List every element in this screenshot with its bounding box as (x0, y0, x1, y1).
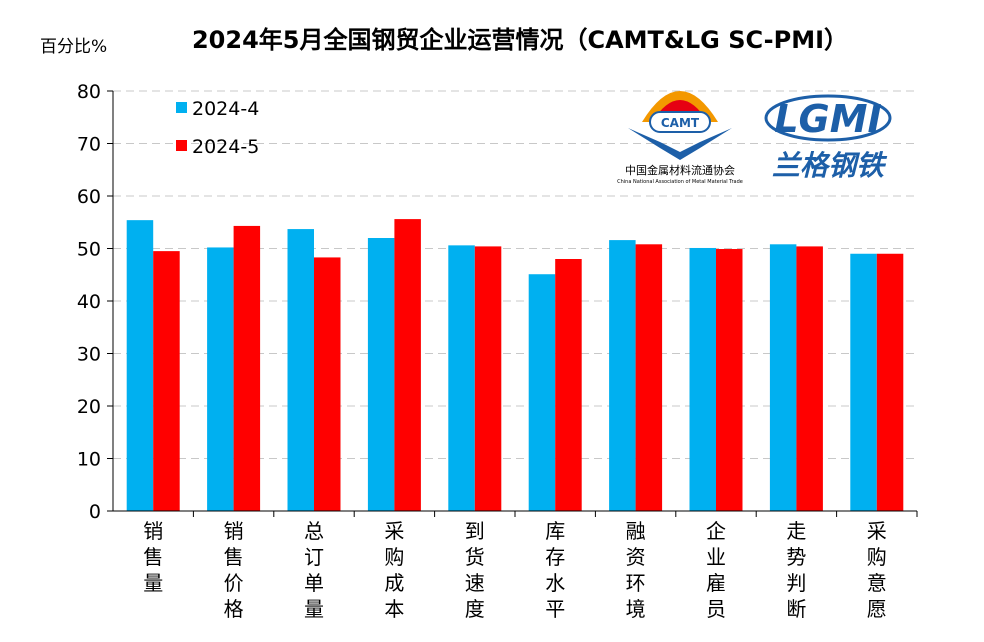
bar-2024-5-采购成本 (394, 219, 421, 511)
y-tick-label: 40 (77, 291, 101, 313)
y-tick-label: 80 (77, 81, 101, 103)
bar-2024-4-融资环境 (609, 240, 636, 511)
x-category-label: 采购成本 (384, 519, 404, 621)
legend-swatch (176, 140, 187, 151)
y-tick-label: 0 (89, 501, 101, 523)
y-tick-label: 60 (77, 186, 101, 208)
legend-swatch (176, 102, 187, 113)
camt-english: China National Association of Metal Mate… (617, 179, 743, 185)
legend-label: 2024-5 (192, 136, 259, 158)
camt-name: 中国金属材料流通协会 (625, 163, 735, 177)
x-category-label: 采购意愿 (867, 519, 887, 621)
legend-label: 2024-4 (192, 98, 259, 120)
bar-2024-5-库存水平 (555, 259, 582, 511)
bar-2024-5-采购意愿 (876, 253, 904, 511)
lgmi-badge-text: LGMI (774, 97, 881, 141)
x-category-label: 库存水平 (545, 519, 565, 621)
x-category-label: 销售价格 (224, 519, 244, 621)
bar-2024-4-库存水平 (528, 274, 556, 511)
camt-badge-text: CAMT (661, 116, 700, 130)
y-tick-label: 50 (77, 239, 101, 261)
bar-2024-5-走势判断 (796, 246, 823, 511)
x-category-label: 走势判断 (786, 519, 806, 621)
lgmi-logo: LGMI 兰格钢铁 (764, 94, 892, 182)
y-tick-label: 20 (77, 396, 101, 418)
bar-2024-5-销售量 (153, 251, 180, 511)
bar-2024-4-销售价格 (207, 247, 234, 511)
bar-2024-5-企业雇员 (716, 249, 743, 511)
bar-2024-4-企业雇员 (689, 247, 716, 511)
bar-2024-4-采购意愿 (850, 253, 877, 511)
lgmi-name: 兰格钢铁 (772, 149, 888, 182)
x-category-label: 融资环境 (626, 519, 646, 621)
camt-logo: CAMT 中国金属材料流通协会 China National Associati… (617, 91, 743, 185)
y-axis-label: 百分比% (40, 37, 107, 57)
bar-2024-5-融资环境 (635, 244, 663, 512)
y-tick-label: 30 (77, 344, 101, 366)
x-category-label: 销售量 (143, 519, 163, 595)
x-category-label: 总订单量 (304, 519, 324, 621)
bar-2024-4-总订单量 (287, 229, 314, 511)
chart-title: 2024年5月全国钢贸企业运营情况（CAMT&LG SC-PMI） (192, 26, 848, 54)
x-category-label: 企业雇员 (706, 519, 726, 621)
x-category-label: 到货速度 (465, 519, 485, 621)
bar-2024-4-销售量 (126, 220, 154, 511)
y-tick-label: 10 (77, 449, 101, 471)
bar-2024-4-采购成本 (367, 238, 395, 511)
bar-2024-5-到货速度 (474, 246, 502, 511)
bar-2024-5-销售价格 (233, 225, 261, 512)
bar-2024-4-到货速度 (448, 245, 475, 511)
bar-2024-5-总订单量 (314, 257, 341, 511)
bar-2024-4-走势判断 (769, 244, 797, 512)
y-tick-label: 70 (77, 134, 101, 156)
